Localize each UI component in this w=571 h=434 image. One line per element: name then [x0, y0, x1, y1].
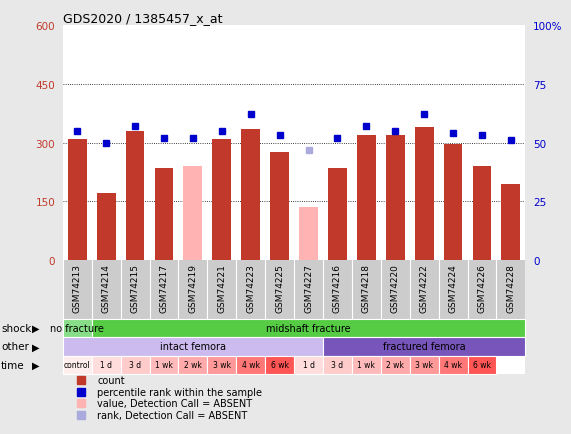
Text: GSM74214: GSM74214: [102, 263, 111, 312]
Text: GSM74215: GSM74215: [131, 263, 139, 312]
Text: GSM74227: GSM74227: [304, 263, 313, 312]
Bar: [323, 337, 525, 356]
Bar: [63, 356, 92, 374]
Text: GSM74221: GSM74221: [218, 263, 226, 312]
Bar: [207, 356, 236, 374]
Text: time: time: [1, 360, 25, 370]
Text: GSM74224: GSM74224: [449, 263, 457, 312]
Bar: [68, 139, 87, 260]
Text: rank, Detection Call = ABSENT: rank, Detection Call = ABSENT: [98, 410, 248, 420]
Bar: [473, 167, 492, 260]
Bar: [294, 356, 323, 374]
Text: percentile rank within the sample: percentile rank within the sample: [98, 387, 263, 397]
Bar: [212, 139, 231, 260]
Bar: [352, 356, 381, 374]
Bar: [439, 356, 468, 374]
Text: midshaft fracture: midshaft fracture: [266, 323, 351, 333]
Text: ▶: ▶: [31, 360, 39, 370]
Bar: [92, 356, 120, 374]
Text: 1 wk: 1 wk: [357, 360, 375, 369]
Bar: [178, 356, 207, 374]
Bar: [270, 153, 289, 260]
Text: 4 wk: 4 wk: [444, 360, 462, 369]
Text: shock: shock: [1, 323, 31, 333]
Bar: [386, 135, 405, 260]
Text: GSM74225: GSM74225: [275, 263, 284, 312]
Bar: [242, 129, 260, 260]
Bar: [415, 128, 433, 260]
Text: GSM74223: GSM74223: [246, 263, 255, 312]
Bar: [468, 356, 496, 374]
Text: GSM74226: GSM74226: [477, 263, 486, 312]
Text: GSM74218: GSM74218: [362, 263, 371, 312]
Text: other: other: [1, 342, 29, 352]
Text: GDS2020 / 1385457_x_at: GDS2020 / 1385457_x_at: [63, 12, 222, 25]
Bar: [357, 135, 376, 260]
Text: 3 d: 3 d: [331, 360, 344, 369]
Text: GSM74217: GSM74217: [159, 263, 168, 312]
Text: ▶: ▶: [31, 323, 39, 333]
Text: 3 wk: 3 wk: [415, 360, 433, 369]
Bar: [150, 356, 179, 374]
Text: 1 d: 1 d: [303, 360, 315, 369]
Bar: [444, 145, 463, 260]
Bar: [236, 356, 265, 374]
Text: 2 wk: 2 wk: [387, 360, 404, 369]
Text: 1 d: 1 d: [100, 360, 112, 369]
Bar: [299, 207, 318, 260]
Bar: [96, 194, 115, 260]
Text: count: count: [98, 375, 125, 385]
Bar: [328, 168, 347, 260]
Bar: [323, 356, 352, 374]
Text: GSM74219: GSM74219: [188, 263, 198, 312]
Text: GSM74222: GSM74222: [420, 263, 429, 312]
Bar: [410, 356, 439, 374]
Text: GSM74228: GSM74228: [506, 263, 516, 312]
Bar: [265, 356, 294, 374]
Bar: [183, 167, 202, 260]
Text: control: control: [64, 360, 91, 369]
Bar: [155, 168, 174, 260]
Bar: [126, 132, 144, 260]
Text: no fracture: no fracture: [50, 323, 104, 333]
Text: 1 wk: 1 wk: [155, 360, 173, 369]
Text: GSM74213: GSM74213: [73, 263, 82, 312]
Text: 3 wk: 3 wk: [213, 360, 231, 369]
Text: 6 wk: 6 wk: [473, 360, 491, 369]
Bar: [381, 356, 410, 374]
Text: fractured femora: fractured femora: [383, 342, 465, 352]
Text: intact femora: intact femora: [160, 342, 226, 352]
Text: value, Detection Call = ABSENT: value, Detection Call = ABSENT: [98, 398, 252, 408]
Bar: [120, 356, 150, 374]
Bar: [501, 184, 520, 260]
Text: GSM74216: GSM74216: [333, 263, 342, 312]
Bar: [63, 337, 323, 356]
Text: ▶: ▶: [31, 342, 39, 352]
Text: 2 wk: 2 wk: [184, 360, 202, 369]
Text: 4 wk: 4 wk: [242, 360, 260, 369]
Text: 6 wk: 6 wk: [271, 360, 288, 369]
Text: GSM74220: GSM74220: [391, 263, 400, 312]
Bar: [63, 319, 92, 337]
Text: 3 d: 3 d: [129, 360, 141, 369]
